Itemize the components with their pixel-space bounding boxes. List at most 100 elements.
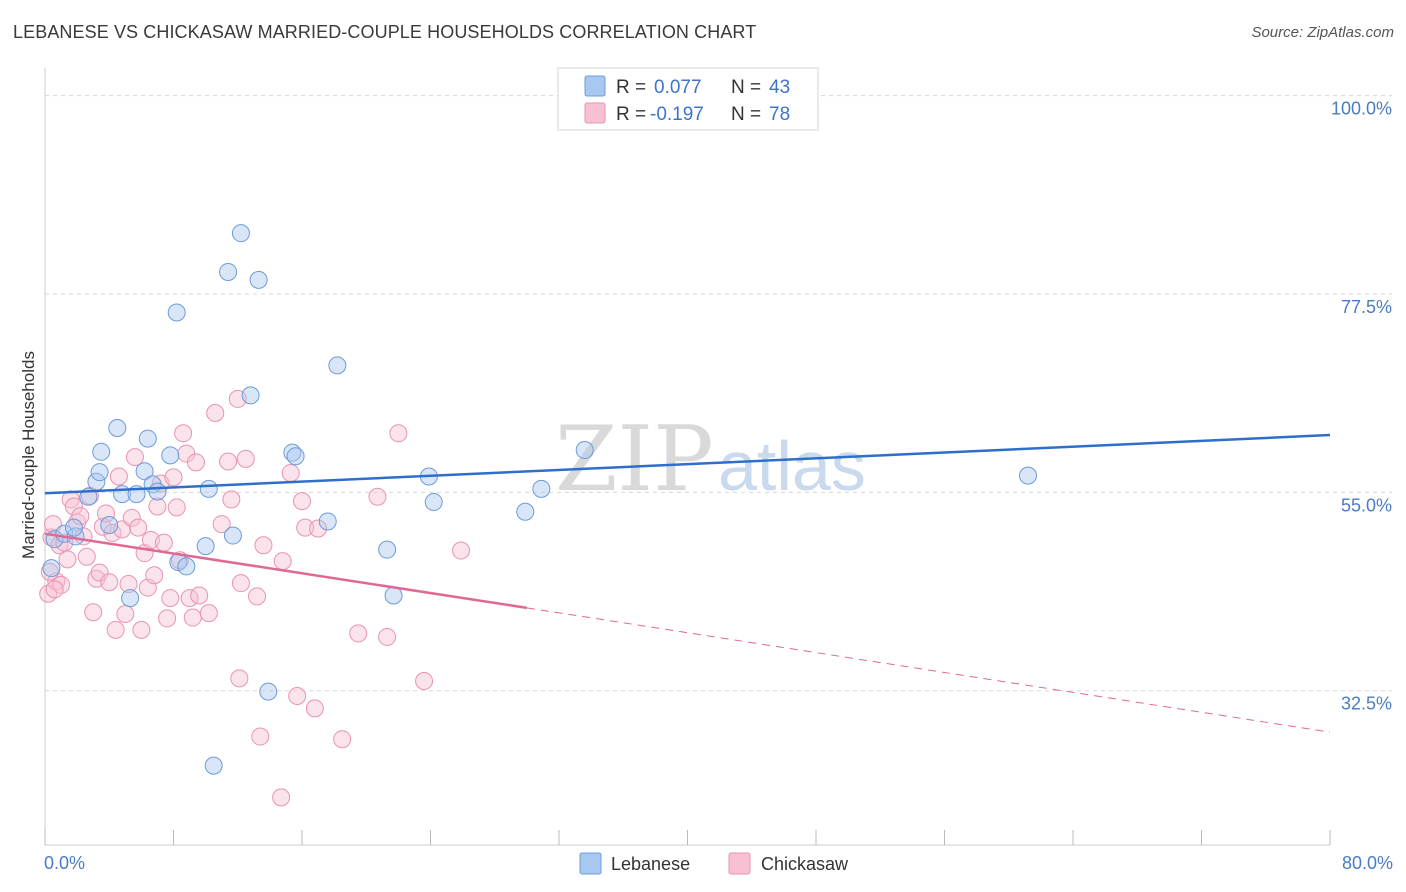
lebanese-point: [90, 463, 109, 482]
chickasaw-point: [333, 730, 352, 749]
lebanese-point: [328, 356, 347, 375]
bottom-legend-label-lebanese: Lebanese: [611, 854, 690, 874]
chart-title: LEBANESE VS CHICKASAW MARRIED-COUPLE HOU…: [13, 22, 757, 42]
lebanese-point: [384, 586, 403, 605]
lebanese-point: [241, 386, 260, 405]
lebanese-point: [167, 303, 186, 322]
chickasaw-point: [100, 573, 119, 592]
chickasaw-trend-extension: [526, 607, 1331, 733]
chickasaw-point: [199, 604, 218, 623]
chickasaw-point: [183, 608, 202, 627]
chickasaw-point: [415, 672, 434, 691]
y-tick-label: 32.5%: [1341, 694, 1392, 714]
chickasaw-point: [378, 627, 397, 646]
watermark: ZIP atlas: [555, 407, 866, 512]
chickasaw-point: [206, 404, 225, 423]
legend-n-label-chickasaw: N =: [731, 104, 761, 125]
lebanese-point: [92, 442, 111, 461]
chickasaw-points: [39, 389, 471, 807]
chickasaw-point: [109, 467, 128, 486]
chickasaw-point: [254, 536, 273, 555]
chickasaw-point: [293, 492, 311, 511]
chickasaw-point: [219, 452, 238, 471]
chickasaw-point: [154, 533, 173, 552]
bottom-legend: Lebanese Chickasaw: [579, 852, 849, 875]
lebanese-trend-line: [44, 433, 1331, 495]
chickasaw-point: [158, 609, 177, 628]
chickasaw-point: [161, 589, 180, 608]
chickasaw-point: [93, 517, 112, 536]
lebanese-point: [161, 446, 180, 465]
chickasaw-point: [190, 586, 209, 605]
lebanese-point: [204, 756, 223, 775]
chickasaw-point: [106, 620, 125, 639]
chickasaw-point: [281, 463, 300, 482]
lebanese-point: [199, 479, 218, 498]
chickasaw-point: [167, 498, 186, 517]
legend-r-label-lebanese: R =: [616, 77, 646, 98]
chickasaw-point: [230, 669, 249, 688]
lebanese-point: [196, 537, 215, 556]
lebanese-point: [249, 270, 268, 289]
chickasaw-point: [349, 624, 368, 643]
chickasaw-point: [236, 449, 255, 468]
legend-swatch-chickasaw: [584, 102, 606, 124]
x-axis-ticks: 0.0% 80.0%: [44, 853, 1393, 873]
gridlines: [45, 95, 1392, 692]
chickasaw-point: [84, 603, 103, 622]
chickasaw-point: [222, 490, 241, 509]
chickasaw-point: [452, 541, 471, 560]
y-tick-label: 55.0%: [1341, 495, 1392, 515]
legend-r-value-chickasaw: -0.197: [650, 104, 704, 125]
chickasaw-point: [77, 547, 96, 566]
chickasaw-point: [164, 468, 183, 487]
lebanese-point: [286, 447, 305, 466]
bottom-legend-label-chickasaw: Chickasaw: [761, 854, 849, 874]
chickasaw-point: [119, 575, 138, 594]
lebanese-point: [516, 502, 535, 521]
chickasaw-point: [368, 487, 387, 506]
lebanese-point: [219, 262, 238, 281]
chickasaw-point: [212, 515, 231, 534]
chickasaw-point: [186, 453, 205, 472]
source-label: Source: ZipAtlas.com: [1251, 24, 1394, 41]
legend-r-value-lebanese: 0.077: [654, 77, 702, 98]
bottom-legend-swatch-chickasaw: [728, 852, 751, 875]
chickasaw-point: [90, 563, 109, 582]
chickasaw-point: [305, 699, 324, 718]
chickasaw-point: [145, 566, 164, 585]
chickasaw-point: [288, 687, 307, 706]
chickasaw-point: [116, 605, 135, 624]
lebanese-point: [532, 479, 551, 498]
legend-box: R = 0.077 N = 43 R = -0.197 N = 78: [557, 67, 819, 131]
lebanese-point: [424, 493, 443, 512]
chickasaw-point: [129, 518, 148, 537]
chickasaw-point: [272, 788, 291, 807]
lebanese-point: [108, 418, 127, 437]
chickasaw-point: [389, 424, 408, 443]
lebanese-point: [259, 682, 278, 701]
legend-n-label-lebanese: N =: [731, 77, 761, 98]
chickasaw-point: [97, 504, 116, 523]
chickasaw-point: [71, 507, 90, 526]
lebanese-point: [231, 224, 250, 243]
y-tick-label: 77.5%: [1341, 297, 1392, 317]
chickasaw-point: [45, 580, 64, 599]
lebanese-point: [177, 557, 196, 576]
lebanese-point: [100, 515, 119, 534]
lebanese-point: [1019, 466, 1038, 485]
lebanese-points: [42, 224, 1038, 775]
x-tick-label: 0.0%: [44, 853, 85, 873]
chickasaw-point: [273, 552, 292, 571]
y-axis-ticks: 32.5% 55.0% 77.5% 100.0%: [1331, 99, 1392, 714]
chickasaw-point: [174, 424, 193, 443]
chickasaw-point: [58, 550, 77, 569]
y-tick-label: 100.0%: [1331, 99, 1392, 119]
axes: [44, 68, 1331, 846]
chickasaw-point: [251, 727, 270, 746]
lebanese-point: [318, 512, 337, 531]
y-axis-label: Married-couple Households: [19, 351, 38, 559]
lebanese-point: [42, 559, 61, 578]
legend-n-value-chickasaw: 78: [769, 104, 790, 125]
chickasaw-point: [132, 620, 151, 639]
